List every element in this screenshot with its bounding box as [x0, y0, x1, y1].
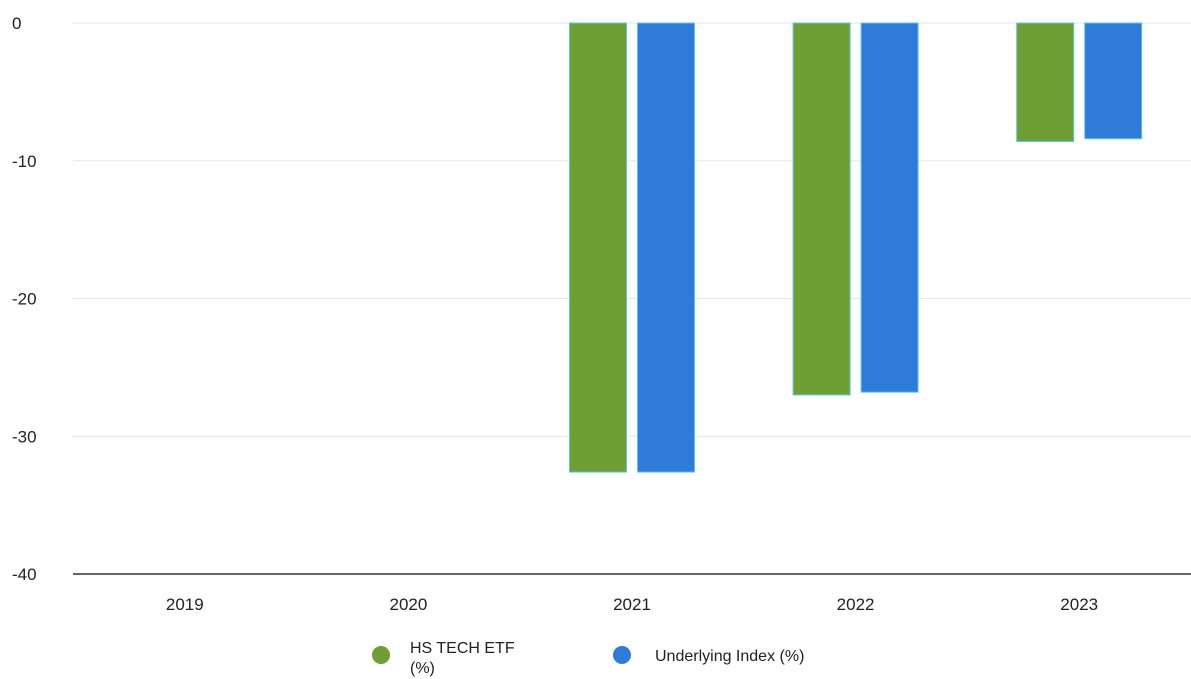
y-tick-label: -30	[12, 427, 37, 446]
grid-lines	[73, 22, 1191, 437]
bar-index-2023	[1084, 22, 1143, 140]
legend-swatch-etf	[372, 646, 390, 664]
x-category-label: 2023	[1060, 595, 1098, 614]
x-category-label: 2022	[837, 595, 875, 614]
x-axis-category-labels: 2019 2020 2021 2022 2023	[166, 595, 1098, 614]
x-category-label: 2021	[613, 595, 651, 614]
x-category-label: 2019	[166, 595, 204, 614]
bar-etf-2021	[569, 22, 627, 473]
bar-etf-2022	[792, 22, 851, 396]
y-axis-tick-labels: 0 -10 -20 -30 -40	[12, 14, 37, 584]
legend: HS TECH ETF (%) Underlying Index (%)	[372, 640, 804, 677]
bar-etf-2023	[1016, 22, 1075, 142]
y-tick-label: -40	[12, 565, 37, 584]
x-category-label: 2020	[389, 595, 427, 614]
y-tick-label: -10	[12, 152, 37, 171]
y-tick-label: 0	[12, 14, 21, 33]
y-tick-label: -20	[12, 290, 37, 309]
legend-label-index: Underlying Index (%)	[655, 648, 804, 665]
legend-label-etf: HS TECH ETF (%)	[410, 640, 515, 677]
bars	[569, 22, 1143, 473]
bar-index-2022	[860, 22, 919, 393]
legend-swatch-index	[613, 646, 631, 664]
bar-index-2021	[637, 22, 695, 473]
